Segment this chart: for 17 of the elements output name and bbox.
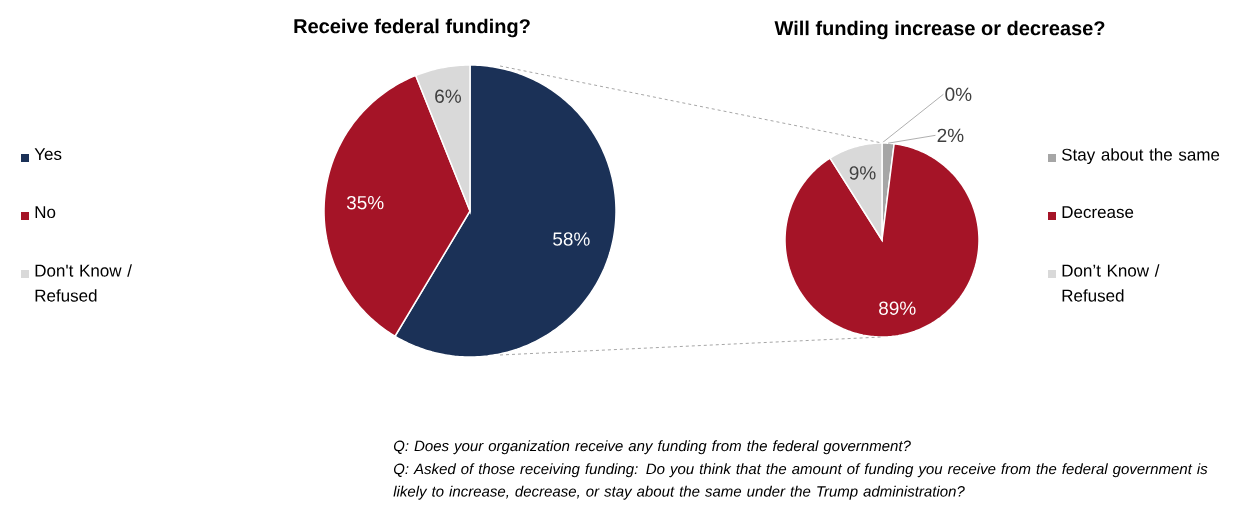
legend-label: Stay about the same [1061, 148, 1220, 165]
legend-label: Yes [34, 148, 62, 161]
legend-label: Decrease [1062, 206, 1134, 219]
text: Q: Asked of those receiving funding: Do you think that the amount of funding you receive from the federal government is likely to increase, decrease, or stay about the same under the Trump administration? [393, 463, 1208, 500]
text: 0% [945, 87, 972, 102]
legend-label: Don't Know / Refused [35, 264, 132, 302]
data-label: 89% [879, 301, 916, 315]
data-label: 2% [937, 128, 964, 143]
data-label: 9% [849, 166, 876, 180]
data-label: 35% [346, 195, 384, 210]
text: Q: Does your organization receive any funding from the federal government? [393, 440, 911, 455]
chart-title: Will funding increase or decrease? [774, 20, 1105, 40]
legend-label: Don’t Know / Refused [1062, 264, 1160, 302]
legend-label: No [35, 206, 56, 219]
data-label: 6% [435, 89, 462, 103]
chart-title: Receive federal funding? [294, 18, 530, 38]
data-label: 58% [553, 232, 590, 246]
